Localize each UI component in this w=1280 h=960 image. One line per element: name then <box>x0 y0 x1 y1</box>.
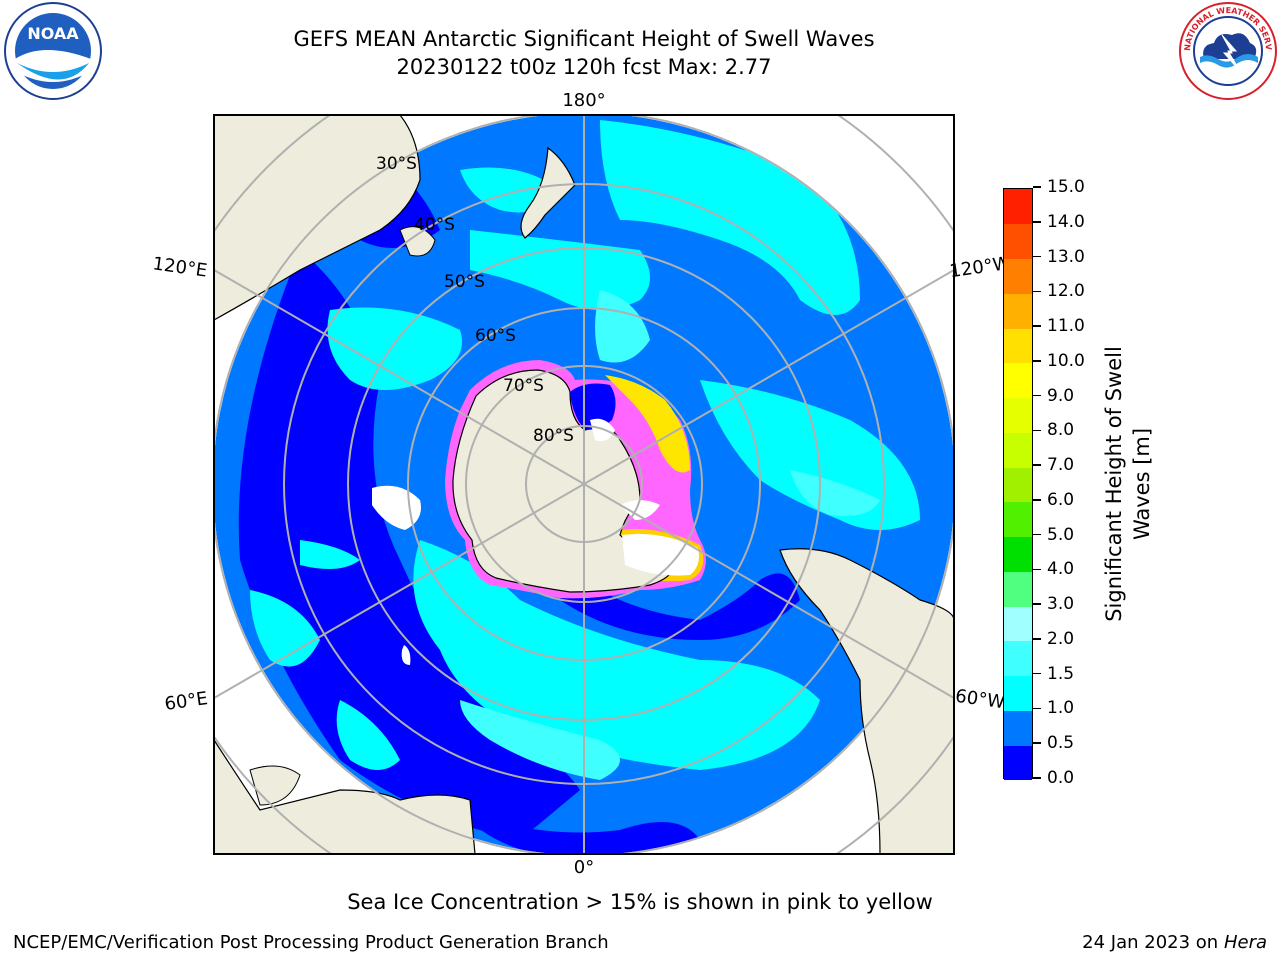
colorbar-tick-label: 1.5 <box>1033 664 1074 684</box>
lon-label-60w: 60°W <box>954 686 1006 714</box>
lat-label-80s: 80°S <box>533 426 574 446</box>
map-subtitle: 20230122 t00z 120h fcst Max: 2.77 <box>396 55 772 79</box>
date-footer: 24 Jan 2023 on Hera <box>1082 932 1267 953</box>
sea-ice-yellow-ross <box>605 375 690 473</box>
colorbar-segment <box>1004 258 1032 294</box>
colorbar-tick-label: 0.0 <box>1033 768 1074 788</box>
colorbar-label-line1: Significant Height of Swell <box>1102 346 1126 622</box>
colorbar-tick-label: 10.0 <box>1033 351 1085 371</box>
south-america-landmass <box>779 548 954 854</box>
colorbar-segment <box>1004 606 1032 642</box>
colorbar-segment <box>1004 223 1032 259</box>
lon-label-60e: 60°E <box>163 688 209 715</box>
low-swell-region-west <box>238 250 580 840</box>
colorbar-label-line2: Waves [m] <box>1130 427 1154 541</box>
high-swell-indian-band <box>300 540 360 569</box>
ross-ice-shelf <box>590 418 615 442</box>
higher-swell-east <box>790 470 880 516</box>
colorbar-segment <box>1004 293 1032 329</box>
map-title: GEFS MEAN Antarctic Significant Height o… <box>293 27 875 51</box>
graticule <box>214 115 954 854</box>
colorbar-segment <box>1004 328 1032 364</box>
credit-footer: NCEP/EMC/Verification Post Processing Pr… <box>13 932 609 953</box>
high-swell-southwest <box>336 700 400 770</box>
colorbar-tick-label: 11.0 <box>1033 316 1085 336</box>
colorbar-segment <box>1004 536 1032 572</box>
higher-swell-atlantic <box>460 700 620 780</box>
colorbar-segment <box>1004 432 1032 468</box>
lat-label-50s: 50°S <box>444 272 485 292</box>
weddell-ice-shelf <box>622 533 699 576</box>
sea-ice-caption: Sea Ice Concentration > 15% is shown in … <box>347 890 933 914</box>
higher-swell-pacific <box>595 290 650 363</box>
new-zealand-landmass <box>520 146 576 239</box>
map-frame <box>213 114 955 855</box>
colorbar-segment <box>1004 571 1032 607</box>
date-text: 24 Jan 2023 on <box>1082 932 1224 953</box>
colorbar-tick-label: 5.0 <box>1033 525 1074 545</box>
lat-label-70s: 70°S <box>503 376 544 396</box>
high-swell-south-pacific <box>470 230 650 310</box>
colorbar-segment <box>1004 467 1032 503</box>
ross-sea-region <box>570 383 616 430</box>
colorbar-segment <box>1004 710 1032 746</box>
lon-label-0: 0° <box>574 857 594 878</box>
colorbar-tick-label: 0.5 <box>1033 733 1074 753</box>
colorbar-segment <box>1004 397 1032 433</box>
colorbar-tick-label: 13.0 <box>1033 247 1085 267</box>
noaa-wordmark: NOAA <box>27 24 79 43</box>
high-swell-south-atlantic <box>413 540 820 770</box>
africa-landmass <box>214 738 476 854</box>
colorbar-tick-label: 2.0 <box>1033 629 1074 649</box>
colorbar-label: Significant Height of Swell Waves [m] <box>1100 346 1156 622</box>
low-swell-region-south <box>460 810 700 854</box>
australia-landmass <box>214 115 421 321</box>
colorbar-tick-label: 3.0 <box>1033 594 1074 614</box>
lon-label-120e: 120°E <box>151 253 208 281</box>
colorbar <box>1003 188 1033 781</box>
lat-label-40s: 40°S <box>414 215 455 235</box>
machine-name: Hera <box>1223 932 1267 953</box>
colorbar-segment <box>1004 745 1032 781</box>
lat-label-30s: 30°S <box>376 154 417 174</box>
colorbar-tick-label: 6.0 <box>1033 490 1074 510</box>
colorbar-tick-label: 4.0 <box>1033 559 1074 579</box>
colorbar-tick-label: 7.0 <box>1033 455 1074 475</box>
lat-label-60s: 60°S <box>475 326 516 346</box>
colorbar-segment <box>1004 189 1032 225</box>
colorbar-segment <box>1004 501 1032 538</box>
colorbar-tick-label: 14.0 <box>1033 212 1085 232</box>
colorbar-tick-label: 9.0 <box>1033 386 1074 406</box>
noaa-logo: NOAA <box>4 2 102 100</box>
colorbar-segment <box>1004 640 1032 677</box>
tasmania-landmass <box>399 226 436 257</box>
high-swell-indian-north <box>327 307 462 390</box>
lon-label-180: 180° <box>562 90 605 111</box>
colorbar-tick-label: 8.0 <box>1033 420 1074 440</box>
low-swell-region-east <box>560 560 800 640</box>
colorbar-tick-label: 15.0 <box>1033 177 1085 197</box>
colorbar-tick-label: 1.0 <box>1033 698 1074 718</box>
colorbar-tick-label: 12.0 <box>1033 281 1085 301</box>
colorbar-segment <box>1004 362 1032 399</box>
colorbar-segment <box>1004 675 1032 711</box>
nws-logo: NATIONAL WEATHER SERVICE <box>1178 1 1277 100</box>
antarctic-peninsula-ice <box>620 500 660 520</box>
high-swell-east-pacific <box>700 380 920 530</box>
nodata-patch-south <box>401 645 411 665</box>
